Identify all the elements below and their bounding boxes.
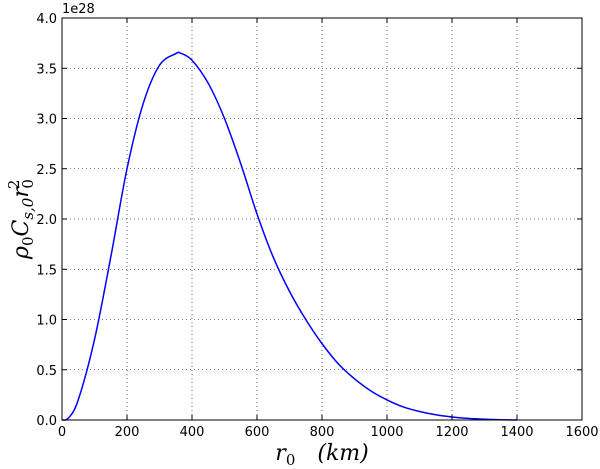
y-label-c: C — [9, 220, 34, 237]
y-tick-label: 0.0 — [36, 414, 57, 429]
y-axis-label: ρ0Cs,0r20 — [5, 179, 37, 260]
y-tick-labels: 0.0 0.5 1.0 1.5 2.0 2.5 3.0 3.5 4.0 — [36, 12, 57, 429]
y-tick-label: 3.5 — [36, 62, 57, 77]
x-tick-label: 600 — [245, 425, 270, 440]
y-tick-label: 0.5 — [36, 364, 57, 379]
x-tick-label: 0 — [58, 425, 66, 440]
y-label-r-sub: 0 — [19, 179, 37, 189]
y-label-rho-sub: 0 — [19, 237, 37, 247]
grid-lines — [62, 18, 582, 420]
x-tick-label: 400 — [180, 425, 205, 440]
x-label-units: (km) — [317, 441, 368, 466]
x-tick-label: 1200 — [435, 425, 468, 440]
x-label-r-sub: 0 — [286, 451, 296, 469]
data-series — [61, 51, 518, 421]
y-label-rho: ρ — [9, 246, 34, 260]
axis-ticks — [61, 17, 583, 421]
x-tick-label: 800 — [310, 425, 335, 440]
y-label-r: r — [9, 186, 34, 198]
y-tick-label: 3.0 — [36, 113, 57, 128]
y-tick-label: 4.0 — [36, 12, 57, 27]
y-tick-label: 1.0 — [36, 314, 57, 329]
y-offset-label: 1e28 — [62, 2, 95, 17]
y-tick-label: 1.5 — [36, 263, 57, 278]
y-label-c-sub: s,0 — [19, 197, 37, 219]
y-label-r-sup: 2 — [5, 180, 23, 190]
series-line — [61, 51, 518, 421]
x-tick-label: 1600 — [565, 425, 598, 440]
y-tick-label: 2.0 — [36, 213, 57, 228]
x-tick-label: 200 — [115, 425, 140, 440]
x-axis-label: r0 (km) — [275, 441, 368, 469]
x-tick-label: 1400 — [500, 425, 533, 440]
x-tick-label: 1000 — [370, 425, 403, 440]
x-tick-labels: 0 200 400 600 800 1000 1200 1400 1600 — [58, 425, 599, 440]
y-tick-label: 2.5 — [36, 163, 57, 178]
x-label-r: r — [275, 441, 287, 466]
